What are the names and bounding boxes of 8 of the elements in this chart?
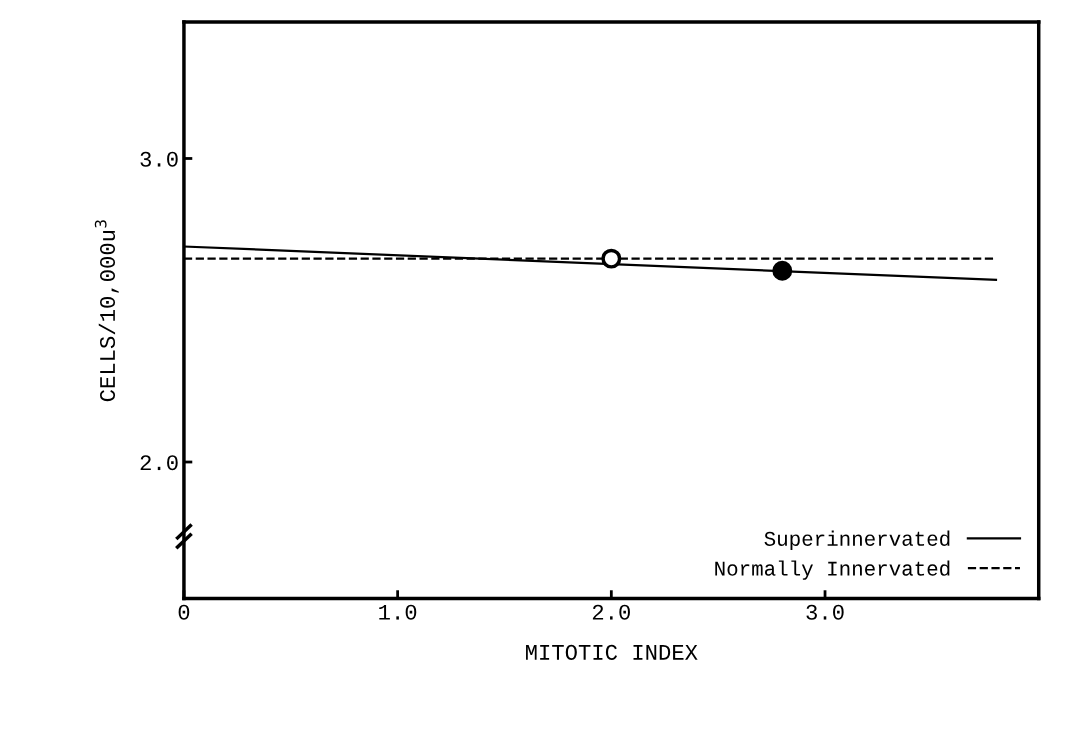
x-tick-label: 0 [178,604,190,620]
legend-label: Normally Innervated [715,560,950,580]
y-axis-title: CELLS/10,000u$^{3}$ [94,220,119,402]
x-tick-label: 3.0 [806,604,844,620]
x-axis-title: MITOTIC INDEX [526,644,698,660]
x-tick-label: 1.0 [379,604,417,620]
x-tick-label: 2.0 [592,604,630,620]
legend-label: Superinnervated [764,530,950,551]
